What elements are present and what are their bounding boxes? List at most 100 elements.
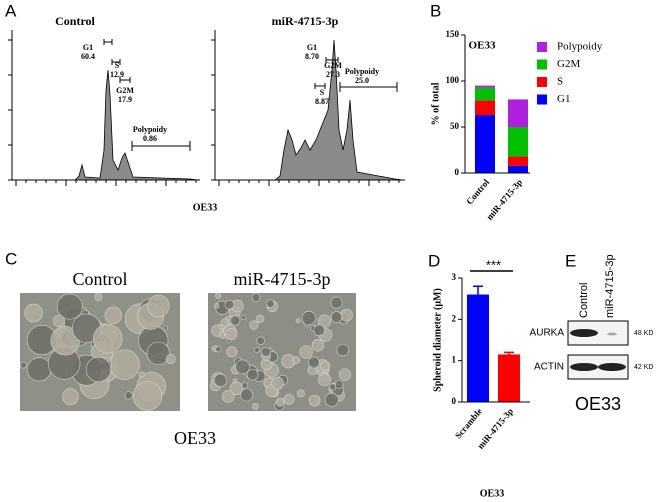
cell-cluster	[56, 293, 83, 320]
legend-swatch	[537, 94, 547, 105]
blot-caption: OE33	[575, 394, 621, 414]
gate-name: S	[115, 61, 120, 70]
cell-cluster	[62, 388, 79, 405]
cell-cluster	[224, 299, 235, 310]
cell-cluster	[230, 315, 241, 326]
blot-size-label: 42 KD	[634, 364, 653, 371]
bar-segment	[508, 165, 528, 173]
cell-cluster	[163, 325, 168, 331]
cell-cluster	[308, 356, 320, 369]
bar-segment	[475, 115, 495, 173]
cell-cluster	[138, 371, 145, 378]
panel-letter: E	[565, 251, 576, 270]
significance-label: ***	[486, 257, 501, 272]
blot-band	[607, 332, 617, 336]
legend-label: G2M	[557, 58, 580, 70]
legend-label: G1	[557, 93, 570, 105]
bar-segment	[475, 100, 495, 116]
histogram-title: Control	[55, 14, 95, 28]
cell-cluster	[275, 397, 285, 407]
cell-cluster	[85, 356, 112, 383]
cell-cluster	[324, 392, 339, 407]
panel-letter: A	[5, 1, 17, 20]
cell-cluster	[251, 403, 259, 410]
cell-cluster	[94, 293, 103, 301]
legend-label: Polypoidy	[557, 41, 603, 53]
cell-cluster	[318, 373, 331, 386]
legend-label: S	[557, 76, 563, 88]
gate-name: G1	[307, 43, 317, 52]
blot-band	[598, 363, 626, 371]
panel-letter: B	[430, 1, 441, 20]
cell-cluster	[317, 314, 332, 328]
cell-cluster	[260, 347, 271, 357]
cell-cluster	[215, 292, 222, 299]
histogram-curve	[74, 69, 199, 181]
cell-cluster	[319, 360, 331, 371]
bar-segment	[475, 85, 495, 88]
cell-cluster	[225, 327, 238, 341]
cell-cluster	[147, 294, 170, 318]
photo-caption: OE33	[174, 428, 216, 448]
photo-label: miR-4715-3p	[234, 269, 331, 289]
cell-cluster	[301, 311, 316, 326]
cell-cluster	[213, 373, 228, 387]
gate-value: 60.4	[81, 52, 95, 61]
y-axis-label: Spheroid diameter (μM)	[432, 288, 443, 392]
histogram-title: miR-4715-3p	[272, 14, 339, 28]
panel-letter: D	[428, 251, 440, 270]
cell-cluster	[221, 390, 235, 403]
cell-cluster	[214, 303, 220, 309]
photo-label: Control	[72, 269, 127, 289]
cell-cluster	[271, 376, 284, 390]
cell-cluster	[340, 308, 353, 322]
cell-cluster	[92, 324, 123, 354]
cell-cluster	[240, 314, 247, 320]
cell-cluster	[240, 388, 253, 402]
gate-name: S	[320, 88, 325, 97]
cell-cluster	[24, 303, 43, 323]
gate-value: 0.86	[143, 134, 157, 143]
gate-value: 8.87	[315, 97, 329, 106]
gate-name: G2M	[116, 86, 134, 95]
legend-swatch	[537, 77, 547, 87]
y-tick-label: 50	[450, 121, 460, 131]
legend-swatch	[537, 59, 547, 70]
bar-segment	[508, 99, 528, 127]
cell-cluster	[329, 383, 337, 391]
error-bar	[473, 285, 483, 295]
cell-cluster	[334, 380, 344, 389]
cell-cluster	[292, 356, 301, 365]
panel-letter: C	[5, 249, 17, 268]
cell-cluster	[311, 339, 325, 352]
cell-cluster	[296, 389, 305, 398]
blot-band	[570, 329, 598, 337]
cell-cluster	[229, 381, 243, 396]
gate-bracket	[103, 39, 191, 151]
cell-cluster	[253, 346, 260, 353]
cell-cluster	[336, 343, 349, 357]
cell-cluster	[104, 306, 123, 325]
cell-cluster	[266, 299, 275, 309]
cell-cluster	[256, 314, 265, 323]
cell-cluster	[246, 368, 259, 381]
cell-cluster	[330, 296, 343, 309]
cell-cluster	[283, 393, 295, 405]
cell-cluster	[52, 314, 65, 328]
y-tick-label: 1	[452, 355, 457, 365]
gate-name: G2M	[324, 61, 342, 70]
gate-value: 12.9	[110, 70, 124, 79]
cell-cluster	[215, 346, 222, 353]
cell-cluster	[251, 293, 261, 302]
cell-cluster	[308, 394, 321, 407]
cell-cluster	[27, 357, 52, 382]
blot-column-label: miR-4715-3p	[604, 254, 616, 318]
y-tick-label: 0	[452, 396, 457, 406]
cell-cluster	[313, 324, 326, 337]
gate-bracket	[314, 57, 398, 92]
chart-title: OE33	[469, 40, 496, 52]
cell-cluster	[330, 311, 343, 323]
gate-value: 27.3	[326, 70, 340, 79]
